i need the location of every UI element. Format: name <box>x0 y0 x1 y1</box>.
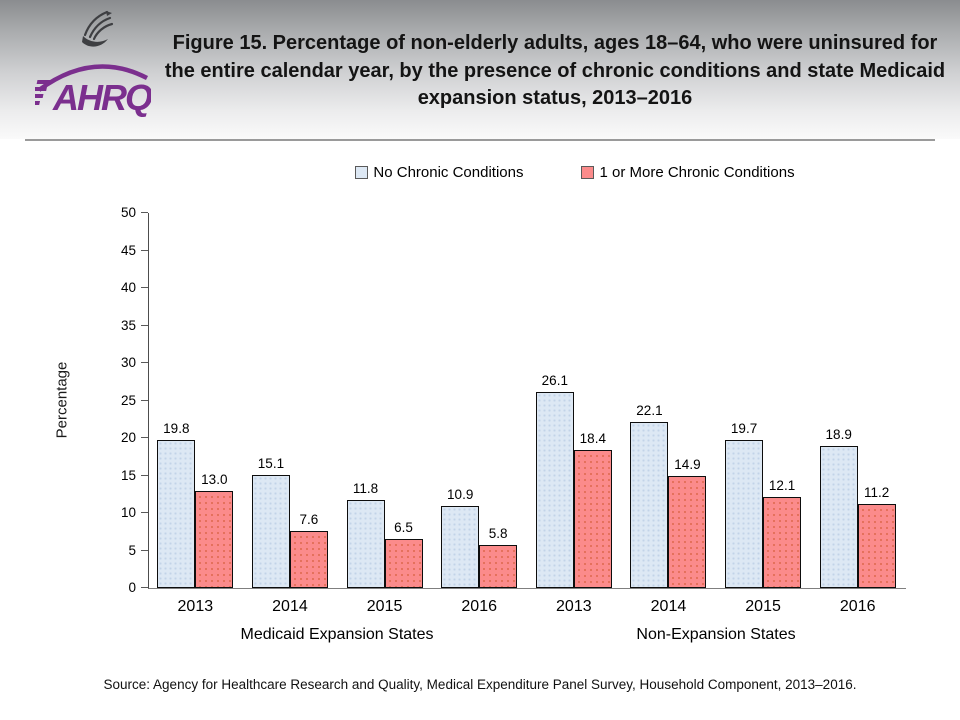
bar-value-label: 19.8 <box>163 420 190 436</box>
y-tick <box>141 437 148 438</box>
legend-item-no-chronic: No Chronic Conditions <box>355 164 523 181</box>
bar-s0-g0 <box>157 439 196 588</box>
bar-s0-g3 <box>441 506 480 588</box>
x-tick-label: 2015 <box>366 598 403 615</box>
ahrq-logo: AHRQ <box>35 8 155 126</box>
bar-value-label: 11.8 <box>352 480 379 496</box>
legend-swatch-no-chronic <box>355 166 369 179</box>
y-tick-label: 45 <box>120 242 136 258</box>
bar-s0-g5 <box>630 422 669 588</box>
bar-s1-g3 <box>479 544 518 588</box>
bar-s1-g5 <box>668 476 707 588</box>
x-tick-label: 2015 <box>745 598 781 615</box>
y-axis-title: Percentage <box>53 361 71 439</box>
bar-value-label: 6.5 <box>394 520 413 536</box>
bar-s1-g4 <box>573 450 612 588</box>
bar-s0-g7 <box>819 446 858 588</box>
x-tick-label: 2016 <box>461 598 497 615</box>
plot-area <box>148 213 906 589</box>
group-label-medicaid-expansion: Medicaid Expansion States <box>240 626 434 643</box>
y-tick-label: 0 <box>128 580 136 595</box>
bar-value-label: 15.1 <box>257 455 285 471</box>
y-tick-label: 30 <box>120 355 136 370</box>
y-tick <box>141 249 148 251</box>
bar-value-label: 11.2 <box>864 485 890 500</box>
x-tick-label: 2014 <box>272 598 308 615</box>
bar-value-label: 14.9 <box>674 457 701 473</box>
header-divider <box>25 139 935 141</box>
x-tick-label: 2016 <box>839 598 876 615</box>
bar-s0-g2 <box>346 499 385 588</box>
bar-s1-g0 <box>195 490 234 588</box>
header: AHRQ Figure 15. Percentage of non-elderl… <box>0 0 960 139</box>
legend-swatch-chronic <box>581 166 595 179</box>
y-tick-label: 5 <box>128 542 136 558</box>
y-tick <box>141 212 148 213</box>
y-tick-label: 35 <box>120 317 136 333</box>
bar-value-label: 22.1 <box>636 403 663 419</box>
bar-s0-g6 <box>725 440 764 588</box>
y-tick <box>141 324 148 326</box>
bar-value-label: 5.8 <box>488 525 508 541</box>
bar-s1-g1 <box>289 531 328 588</box>
bar-s1-g7 <box>857 504 896 588</box>
bar-s0-g4 <box>535 392 574 588</box>
y-tick <box>141 549 148 551</box>
hhs-eagle-icon <box>82 10 114 47</box>
legend-label-no-chronic: No Chronic Conditions <box>373 164 524 181</box>
group-label-non-expansion: Non-Expansion States <box>636 626 796 643</box>
bar-value-label: 19.7 <box>730 421 758 437</box>
bar-value-label: 12.1 <box>768 478 796 494</box>
bar-value-label: 18.9 <box>825 427 852 443</box>
figure-title: Figure 15. Percentage of non-elderly adu… <box>164 32 946 110</box>
y-tick <box>141 512 148 513</box>
ahrq-logo-mark: AHRQ <box>35 64 151 118</box>
y-tick-label: 20 <box>120 430 136 445</box>
bar-s0-g1 <box>251 474 290 588</box>
y-tick-label: 25 <box>120 392 136 408</box>
y-tick <box>141 474 148 476</box>
y-tick <box>141 287 148 288</box>
x-tick-label: 2013 <box>556 598 592 615</box>
ahrq-logo-text: AHRQ <box>52 77 151 118</box>
bar-s1-g6 <box>763 497 802 588</box>
y-tick <box>141 587 148 588</box>
bar-value-label: 7.6 <box>299 512 319 527</box>
source-note: Source: Agency for Healthcare Research a… <box>103 677 857 692</box>
legend-label-chronic: 1 or More Chronic Conditions <box>599 164 795 181</box>
y-tick-label: 10 <box>120 505 136 520</box>
bar-value-label: 18.4 <box>579 431 606 446</box>
y-tick-label: 50 <box>120 205 136 220</box>
legend-item-chronic: 1 or More Chronic Conditions <box>581 164 795 181</box>
bar-value-label: 13.0 <box>201 471 228 487</box>
y-tick <box>141 399 148 401</box>
bar-s1-g2 <box>384 539 423 588</box>
y-tick-label: 15 <box>120 467 136 483</box>
y-tick <box>141 362 148 363</box>
legend: No Chronic Conditions 1 or More Chronic … <box>190 164 960 181</box>
bar-value-label: 26.1 <box>541 373 568 389</box>
x-tick-label: 2013 <box>177 598 214 615</box>
bar-value-label: 10.9 <box>447 487 474 503</box>
x-tick-label: 2014 <box>650 598 687 615</box>
y-tick-label: 40 <box>120 280 136 295</box>
